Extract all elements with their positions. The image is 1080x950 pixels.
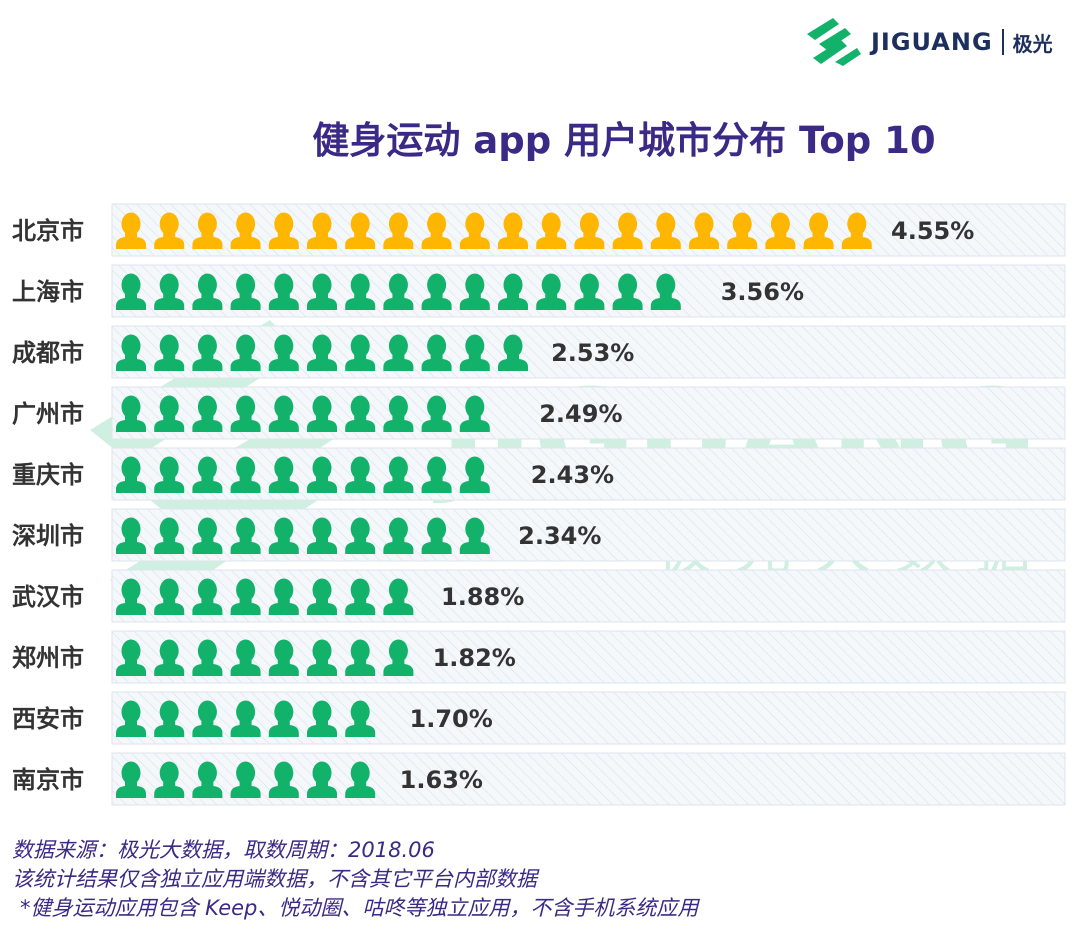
data-label: 4.55% (891, 217, 974, 245)
brand-cn-name: 极光 (1012, 31, 1053, 56)
data-label: 1.70% (410, 705, 493, 733)
category-label: 武汉市 (12, 583, 84, 611)
category-label: 西安市 (12, 705, 84, 733)
chart-row: 成都市 2.53% (12, 325, 1066, 379)
chart-row: 郑州市 1.82% (12, 630, 1066, 684)
data-label: 1.82% (433, 644, 516, 672)
footer-notes: 数据来源：极光大数据，取数周期：2018.06 该统计结果仅含独立应用端数据，不… (12, 836, 698, 923)
chart-row: 上海市 3.56% (12, 264, 1066, 318)
brand-logo: JIGUANG 极光 (803, 14, 1068, 70)
chart-title: 健身运动 app 用户城市分布 Top 10 (312, 119, 936, 162)
data-label: 3.56% (721, 278, 804, 306)
chart-row: 广州市 2.49% (12, 386, 1066, 440)
row-track (111, 691, 1066, 745)
category-label: 郑州市 (12, 644, 84, 672)
chart-row: 西安市 1.70% (12, 691, 1066, 745)
category-label: 北京市 (12, 217, 84, 245)
data-label: 2.53% (551, 339, 634, 367)
category-label: 成都市 (12, 339, 84, 367)
data-label: 2.34% (518, 522, 601, 550)
chart-row: 武汉市 1.88% (12, 569, 1066, 623)
footer-scope: *健身运动应用包含 Keep、悦动圈、咕咚等独立应用，不含手机系统应用 (20, 896, 699, 920)
category-label: 上海市 (12, 278, 84, 306)
bar (116, 578, 430, 615)
chart-row: 南京市 1.63% (12, 752, 1066, 806)
category-label: 广州市 (12, 400, 84, 428)
data-label: 2.49% (539, 400, 622, 428)
footer-note: 该统计结果仅含独立应用端数据，不含其它平台内部数据 (12, 867, 537, 891)
brand-separator (1001, 29, 1004, 55)
data-label: 1.88% (441, 583, 524, 611)
category-label: 南京市 (12, 766, 84, 794)
brand-name: JIGUANG (871, 28, 993, 56)
footer-source: 数据来源：极光大数据，取数周期：2018.06 (12, 838, 435, 862)
data-label: 2.43% (531, 461, 614, 489)
category-label: 深圳市 (12, 522, 84, 550)
data-label: 1.63% (400, 766, 483, 794)
chart-row: 深圳市 2.34% (12, 508, 1066, 562)
jiguang-logo-icon (807, 18, 861, 66)
chart-row: 北京市 4.55% (12, 203, 1066, 257)
chart-row: 重庆市 2.43% (12, 447, 1066, 501)
category-label: 重庆市 (12, 461, 84, 489)
